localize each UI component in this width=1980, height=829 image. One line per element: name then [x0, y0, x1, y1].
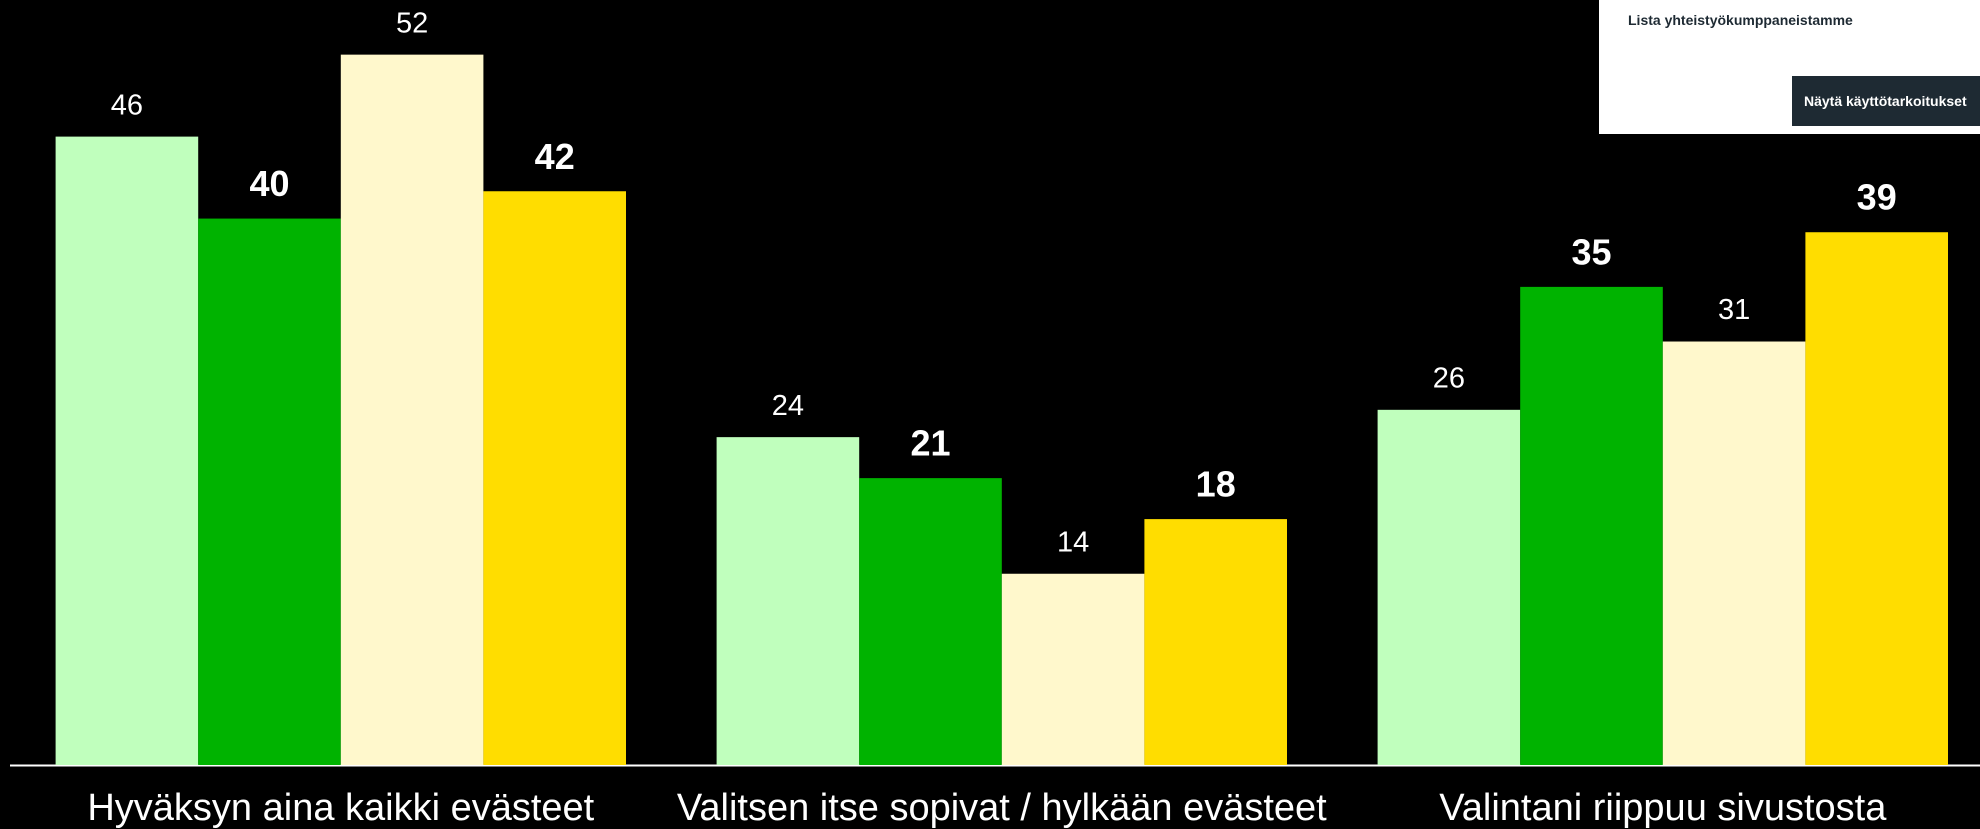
value-label: 18	[1196, 464, 1236, 505]
bar	[483, 191, 626, 765]
purposes-button[interactable]: Näytä käyttötarkoitukset	[1792, 76, 1980, 126]
bar	[1662, 341, 1806, 765]
x-tick-label: Hyväksyn aina kaikki evästeet	[87, 787, 594, 829]
bar	[1377, 409, 1521, 765]
value-label: 39	[1857, 177, 1897, 218]
bar	[859, 478, 1002, 765]
bar	[55, 136, 199, 765]
value-label: 35	[1571, 231, 1611, 272]
bar	[198, 218, 341, 766]
value-label: 26	[1433, 362, 1465, 394]
bar	[716, 437, 860, 765]
value-label: 31	[1718, 294, 1750, 326]
bar	[1805, 232, 1948, 765]
partners-link[interactable]: Lista yhteistyökumppaneistamme	[1628, 12, 1853, 28]
value-label: 46	[111, 89, 143, 121]
bar	[1001, 573, 1145, 765]
bar	[340, 54, 484, 765]
value-label: 42	[535, 136, 575, 177]
x-tick-label: Valintani riippuu sivustosta	[1439, 787, 1887, 829]
value-label: 21	[910, 423, 950, 464]
value-label: 14	[1057, 526, 1089, 558]
bar	[1520, 286, 1663, 765]
value-label: 40	[249, 163, 289, 204]
value-label: 24	[772, 390, 804, 422]
value-label: 52	[396, 7, 428, 39]
bar	[1144, 519, 1287, 765]
consent-panel: Lista yhteistyökumppaneistamme Näytä käy…	[1599, 0, 1980, 134]
x-tick-label: Valitsen itse sopivat / hylkään evästeet	[677, 787, 1327, 829]
